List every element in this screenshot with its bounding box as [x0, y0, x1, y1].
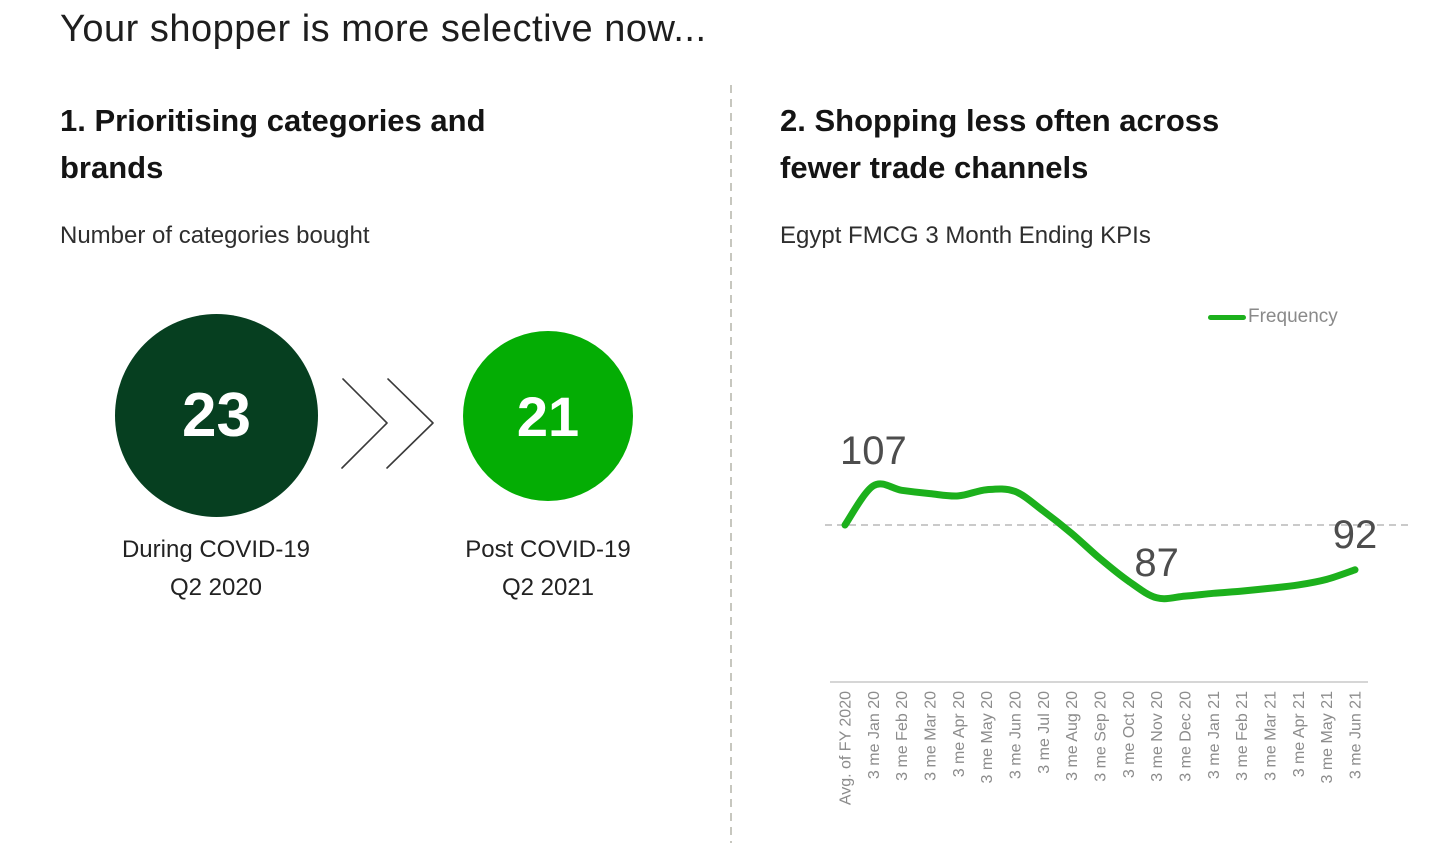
- data-point-label: 92: [1333, 513, 1378, 557]
- frequency-series-line: [841, 480, 1359, 603]
- x-tick-label: 3 me Dec 20: [1177, 691, 1194, 782]
- x-tick-label: 3 me Feb 20: [894, 691, 911, 781]
- x-tick-label: 3 me Jun 20: [1007, 691, 1024, 779]
- post-covid-caption: Post COVID-19 Q2 2021: [388, 531, 708, 607]
- x-tick-label: 3 me Jan 21: [1206, 691, 1223, 779]
- x-tick-label: 3 me May 20: [979, 691, 996, 784]
- x-tick-label: 3 me Oct 20: [1121, 691, 1138, 778]
- x-tick-label: Avg. of FY 2020: [838, 691, 855, 805]
- during-covid-caption-line1: During COVID-19: [121, 536, 311, 563]
- section2-heading: 2. Shopping less often across fewer trad…: [780, 103, 1220, 185]
- x-tick-label: 3 me Feb 21: [1234, 691, 1251, 781]
- chart-legend: Frequency: [1208, 306, 1338, 328]
- chevron-right-icon: [341, 378, 434, 469]
- x-tick-label: 3 me Mar 21: [1262, 691, 1279, 781]
- x-tick-label: 3 me May 21: [1319, 691, 1336, 784]
- post-covid-caption-line2: Q2 2021: [501, 573, 595, 601]
- page-title: Your shopper is more selective now...: [60, 8, 707, 50]
- x-tick-label: 3 me Apr 21: [1291, 691, 1308, 777]
- frequency-line-chart: Avg. of FY 2020 3 me Jan 20 3 me Feb 20 3 m…: [825, 429, 1412, 805]
- x-tick-label: 3 me Nov 20: [1149, 691, 1166, 782]
- x-tick-label: 3 me Jul 20: [1036, 691, 1053, 774]
- section2-subtitle: Egypt FMCG 3 Month Ending KPIs: [780, 222, 1151, 249]
- section1-heading: 1. Prioritising categories and brands: [60, 103, 486, 185]
- x-tick-label: 3 me Apr 20: [951, 691, 968, 777]
- x-tick-label: 3 me Sep 20: [1092, 691, 1109, 782]
- frequency-legend-label: Frequency: [1248, 306, 1338, 327]
- during-covid-circle: 23: [115, 314, 318, 517]
- x-tick-label: 3 me Jun 21: [1347, 691, 1364, 779]
- post-covid-caption-line1: Post COVID-19: [465, 536, 631, 563]
- x-tick-label: 3 me Jan 20: [866, 691, 883, 779]
- frequency-legend-line-icon: [1208, 314, 1246, 320]
- x-tick-label: 3 me Aug 20: [1064, 691, 1081, 781]
- during-covid-value: 23: [182, 381, 251, 450]
- during-covid-caption: During COVID-19 Q2 2020: [56, 531, 376, 607]
- section1-subtitle: Number of categories bought: [60, 222, 370, 249]
- post-covid-value: 21: [516, 384, 580, 448]
- during-covid-caption-line2: Q2 2020: [169, 573, 263, 601]
- x-tick-label: 3 me Mar 20: [922, 691, 939, 781]
- post-covid-circle: 21: [463, 331, 633, 501]
- data-point-label: 87: [1134, 541, 1179, 585]
- section-divider: [730, 85, 732, 843]
- data-point-label: 107: [840, 429, 907, 473]
